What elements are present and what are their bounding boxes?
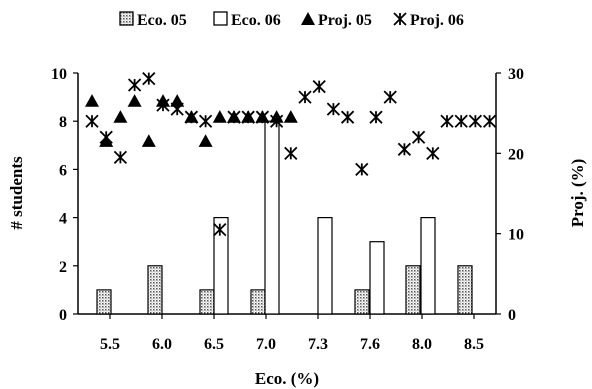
left-tick-label: 2	[59, 259, 67, 276]
point-proj-06	[255, 110, 270, 124]
point-proj-06	[127, 78, 142, 92]
point-proj-06	[454, 114, 468, 128]
point-proj-06	[198, 114, 213, 128]
point-proj-06	[156, 98, 170, 112]
x-tick-label: 7.0	[256, 336, 276, 353]
bar-eco-06	[369, 241, 385, 315]
left-tick-label: 6	[59, 162, 67, 179]
point-proj-06	[85, 114, 99, 128]
point-proj-06	[142, 71, 156, 86]
right-axis-ticks: 0 10 20 30	[496, 66, 524, 324]
series-proj-06	[85, 71, 497, 237]
bar-eco-05	[147, 265, 163, 315]
legend-label: Proj. 06	[410, 12, 464, 29]
bar-eco-05	[250, 289, 266, 315]
bar-eco-05	[457, 265, 473, 315]
x-axis-label: Eco. (%)	[255, 369, 319, 388]
legend-item: Proj. 05	[301, 12, 372, 29]
x-tick-label: 7.6	[360, 336, 380, 353]
left-tick-label: 0	[59, 307, 67, 324]
x-tick-label: 6.0	[152, 336, 172, 353]
bar-eco-06	[213, 217, 229, 315]
point-proj-06	[397, 142, 412, 156]
point-proj-06	[298, 90, 312, 104]
series-eco-05	[96, 265, 473, 315]
point-proj-06	[482, 114, 497, 128]
left-axis-ticks: 0 2 4 6 8 10	[51, 66, 78, 324]
point-proj-05	[283, 110, 298, 123]
left-tick-label: 10	[51, 66, 67, 83]
point-proj-06	[355, 162, 369, 177]
point-proj-06	[269, 114, 284, 128]
y-axis-label: # students	[7, 156, 26, 230]
point-proj-06	[170, 102, 184, 116]
point-proj-06	[426, 146, 440, 160]
point-proj-05	[170, 94, 185, 107]
legend-label: Eco. 05	[137, 12, 187, 29]
x-tick-label: 8.0	[412, 336, 432, 353]
y2-axis-label: Proj. (%)	[568, 159, 587, 228]
point-proj-06	[326, 102, 341, 116]
right-tick-label: 30	[508, 66, 524, 83]
legend-item: Eco. 06	[213, 11, 281, 29]
point-proj-06	[184, 110, 199, 124]
bar-eco-06	[317, 217, 333, 315]
right-tick-label: 20	[508, 146, 524, 163]
point-proj-06	[284, 146, 298, 160]
legend-item: Eco. 05	[119, 11, 187, 29]
legend-swatch	[393, 12, 407, 26]
point-proj-06	[99, 130, 113, 144]
bar-eco-05	[354, 289, 370, 315]
point-proj-06	[411, 130, 426, 144]
legend: Eco. 05 Eco. 06 Proj. 05 Proj. 06	[119, 11, 464, 29]
legend-item: Proj. 06	[393, 12, 464, 29]
x-tick-label: 6.5	[204, 336, 224, 353]
series-eco-06	[213, 120, 436, 315]
point-proj-06	[440, 114, 454, 128]
point-proj-05	[85, 94, 99, 107]
point-proj-05	[127, 94, 142, 107]
point-proj-05	[198, 134, 213, 147]
right-tick-label: 10	[508, 227, 524, 244]
point-proj-06	[340, 110, 355, 124]
legend-label: Eco. 06	[231, 12, 281, 29]
legend-label: Proj. 05	[318, 12, 372, 29]
x-tick-label: 8.5	[464, 336, 484, 353]
point-proj-06	[468, 114, 483, 128]
point-proj-05	[141, 134, 156, 147]
point-proj-06	[113, 150, 128, 164]
legend-swatch	[213, 11, 228, 26]
left-tick-label: 4	[59, 211, 67, 228]
bar-eco-05	[96, 289, 112, 315]
point-proj-06	[241, 110, 255, 124]
x-tick-label: 7.3	[308, 336, 328, 353]
bar-eco-06	[264, 120, 280, 315]
left-tick-label: 8	[59, 114, 67, 131]
point-proj-06	[227, 110, 241, 124]
bar-eco-06	[420, 217, 436, 315]
x-axis-ticks: 5.5 6.0 6.5 7.0 7.3 7.6 8.0 8.5	[100, 314, 484, 353]
legend-swatch	[119, 11, 134, 26]
point-proj-06	[213, 223, 227, 237]
point-proj-05	[113, 110, 128, 123]
right-tick-label: 0	[508, 307, 516, 324]
bar-eco-05	[199, 289, 215, 315]
x-tick-label: 5.5	[100, 336, 120, 353]
bar-eco-05	[405, 265, 421, 315]
legend-swatch	[301, 12, 315, 25]
point-proj-06	[312, 80, 326, 94]
point-proj-06	[383, 90, 397, 104]
point-proj-05	[212, 110, 227, 123]
point-proj-06	[369, 110, 383, 124]
